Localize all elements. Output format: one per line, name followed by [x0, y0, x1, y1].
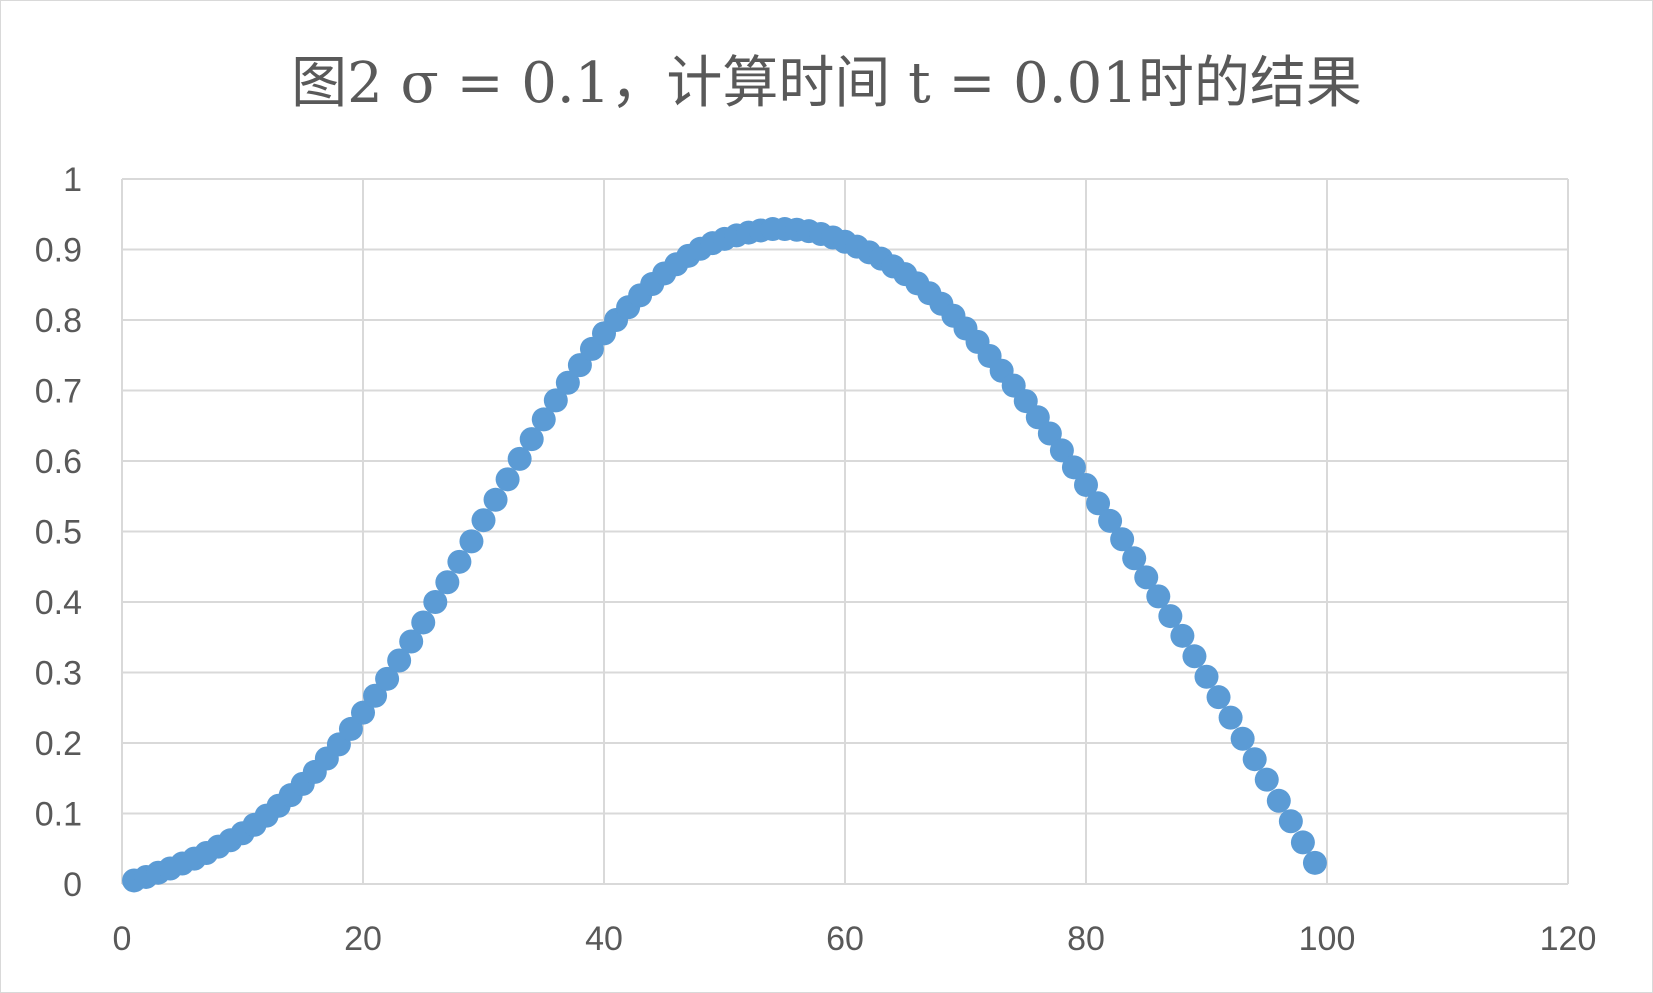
data-point: [1206, 685, 1231, 710]
data-point: [1302, 850, 1327, 875]
x-tick-label: 120: [1540, 920, 1597, 958]
data-point: [447, 549, 472, 574]
data-point: [1194, 664, 1219, 689]
data-point: [1290, 830, 1315, 855]
data-point: [1122, 546, 1147, 571]
x-tick-label: 100: [1299, 920, 1356, 958]
data-point: [375, 666, 400, 691]
data-point: [1134, 565, 1159, 590]
data-point: [387, 648, 412, 673]
data-point: [543, 388, 568, 413]
data-point: [1074, 472, 1098, 497]
data-point: [1146, 584, 1171, 609]
data-point: [519, 427, 544, 452]
data-point: [1218, 705, 1243, 730]
y-tick-label: 0.1: [35, 796, 82, 834]
data-point: [1098, 508, 1123, 533]
data-point: [399, 629, 424, 654]
data-point: [1182, 644, 1207, 669]
data-point: [1266, 788, 1291, 813]
x-tick-label: 20: [344, 920, 382, 958]
y-tick-label: 0: [63, 866, 82, 904]
data-series: [122, 217, 1327, 893]
y-tick-label: 0.6: [35, 443, 82, 481]
data-point: [1037, 421, 1062, 446]
y-tick-label: 0.7: [35, 373, 82, 411]
data-point: [1254, 767, 1279, 792]
y-tick-label: 0.4: [35, 584, 82, 622]
data-point: [1278, 809, 1303, 834]
data-point: [423, 590, 448, 614]
data-point: [507, 446, 532, 471]
y-tick-label: 0.3: [35, 655, 82, 693]
tick-labels: 0 0.1 0.2 0.3 0.4 0.5 0.6 0.7 0.8 0.9 1 0 20 40 60 80 10…: [35, 161, 1597, 958]
chart-title: 图2 σ = 0.1，计算时间 t = 0.01时的结果: [291, 51, 1362, 116]
data-point: [363, 683, 388, 708]
y-tick-label: 1: [63, 161, 82, 199]
data-point: [483, 487, 508, 512]
x-tick-label: 0: [113, 920, 132, 958]
data-point: [1049, 438, 1074, 463]
y-tick-label: 0.8: [35, 302, 82, 340]
x-tick-label: 80: [1067, 920, 1105, 958]
data-point: [1086, 491, 1111, 516]
data-point: [1158, 604, 1183, 629]
data-point: [1230, 726, 1255, 751]
data-point: [471, 508, 496, 533]
data-point: [531, 407, 556, 432]
data-point: [435, 570, 460, 595]
gridlines: [122, 178, 1569, 884]
data-point: [351, 700, 375, 725]
data-point: [495, 467, 520, 492]
x-tick-label: 60: [826, 920, 864, 958]
axes: [121, 179, 1568, 885]
data-point: [555, 370, 580, 395]
y-tick-label: 0.5: [35, 514, 82, 552]
data-point: [1110, 527, 1135, 552]
x-tick-label: 40: [585, 920, 623, 958]
y-tick-label: 0.2: [35, 725, 82, 763]
data-point: [411, 610, 436, 635]
y-tick-label: 0.9: [35, 232, 82, 270]
data-point: [1242, 747, 1267, 772]
data-point: [1170, 623, 1195, 648]
data-point: [459, 529, 484, 554]
data-point: [1061, 455, 1086, 480]
